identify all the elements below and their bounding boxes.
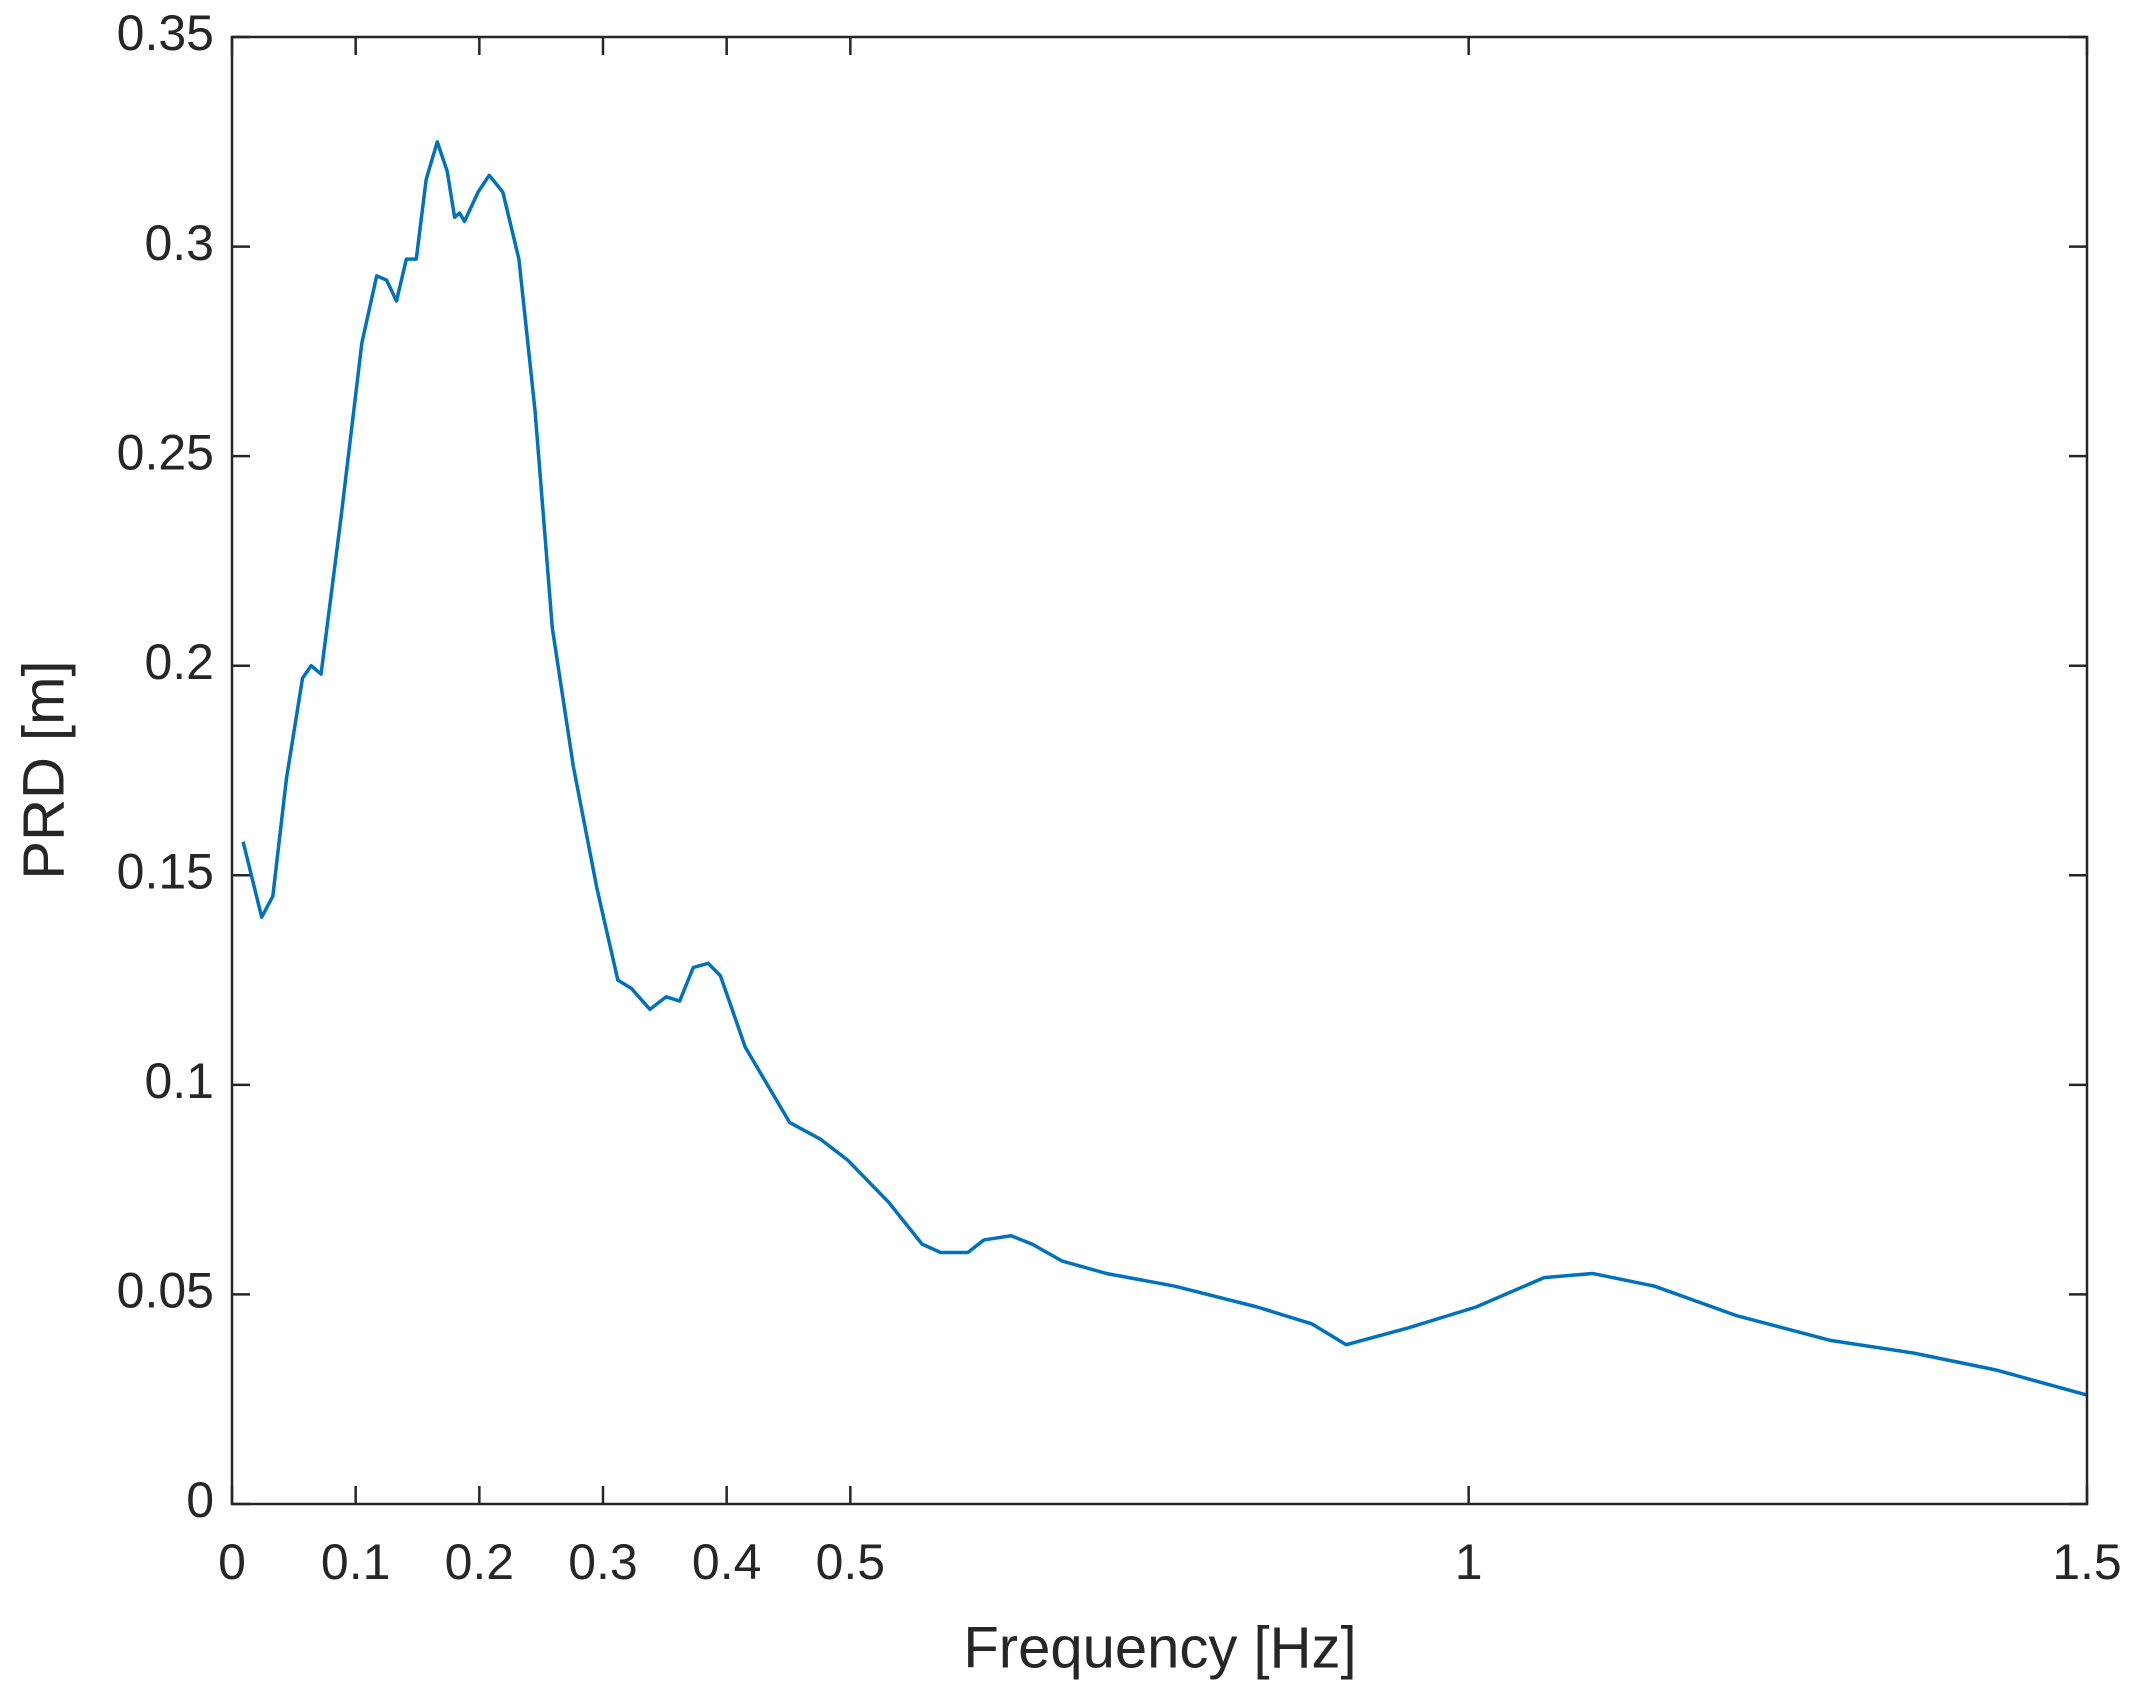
y-tick-label: 0.05 [117,1263,214,1319]
y-axis-label: PRD [m] [11,660,76,879]
x-tick-label: 1.5 [2052,1534,2122,1590]
x-tick-label: 0.4 [692,1534,762,1590]
y-tick-label: 0.35 [117,5,214,61]
x-tick-label: 0 [218,1534,246,1590]
data-line [241,140,2088,1397]
x-axis-label: Frequency [Hz] [963,1615,1356,1680]
y-tick-label: 0.25 [117,424,214,480]
x-tick-label: 0.5 [816,1534,886,1590]
x-tick-label: 1 [1455,1534,1483,1590]
y-tick-label: 0.1 [144,1053,214,1109]
y-tick-label: 0.3 [144,215,214,271]
y-tick-label: 0 [186,1472,214,1528]
x-tick-label: 0.2 [445,1534,515,1590]
x-tick-label: 0.3 [568,1534,638,1590]
plot-frame [230,35,2089,1506]
y-tick-label: 0.15 [117,843,214,899]
y-tick-label: 0.2 [144,634,214,690]
x-tick-label: 0.1 [321,1534,391,1590]
